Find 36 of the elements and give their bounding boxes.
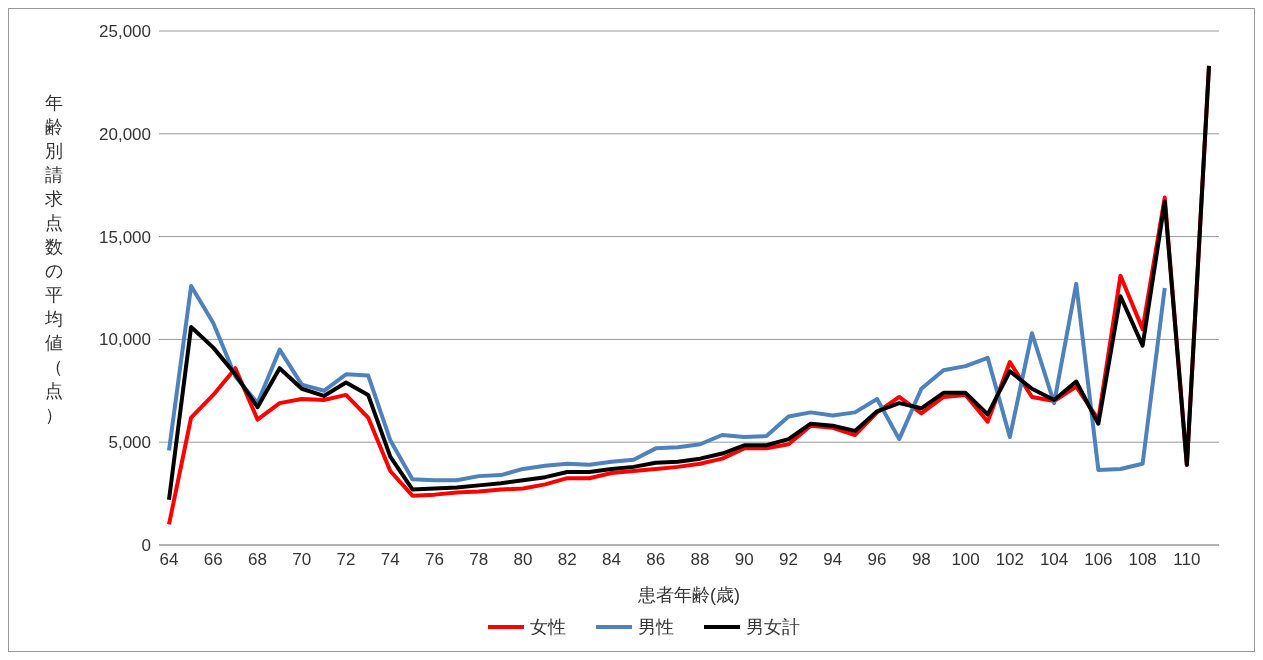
y-tick-label: 20,000 — [99, 124, 151, 144]
x-tick-label: 68 — [248, 550, 267, 570]
x-tick-label: 78 — [469, 550, 489, 570]
text: 年齢別請求点数の平均値（点） — [45, 93, 63, 425]
x-tick-label: 94 — [823, 550, 843, 570]
x-tick-label: 92 — [779, 550, 799, 570]
x-tick-label: 90 — [734, 550, 754, 570]
x-axis-title: 患者年齢(歳) — [637, 585, 740, 605]
x-tick-label: 66 — [203, 550, 223, 570]
x-tick-label: 64 — [159, 550, 179, 570]
x-tick-label: 74 — [380, 550, 400, 570]
x-tick-label: 106 — [1084, 550, 1113, 570]
x-tick-label: 104 — [1039, 550, 1069, 570]
x-tick-label: 76 — [425, 550, 444, 570]
x-tick-label: 86 — [646, 550, 666, 570]
x-tick-label: 80 — [513, 550, 533, 570]
legend-label: 男女計 — [746, 616, 800, 639]
x-tick-label: 100 — [951, 550, 980, 570]
x-tick-label: 88 — [690, 550, 710, 570]
line-series — [167, 281, 1167, 483]
y-tick-label: 25,000 — [99, 22, 151, 42]
y-tick-label: 10,000 — [99, 330, 151, 350]
legend-label: 男性 — [638, 616, 674, 639]
y-tick-label: 0 — [141, 536, 151, 556]
x-tick-label: 110 — [1173, 550, 1201, 570]
x-tick-label: 108 — [1128, 550, 1157, 570]
legend-label: 女性 — [530, 616, 566, 639]
x-tick-label: 102 — [995, 550, 1025, 570]
x-tick-label: 70 — [292, 550, 312, 570]
y-tick-label: 15,000 — [99, 227, 151, 247]
x-tick-label: 72 — [336, 550, 356, 570]
x-tick-label: 96 — [867, 550, 887, 570]
x-tick-label: 84 — [602, 550, 622, 570]
x-tick-label: 82 — [557, 550, 577, 570]
x-tick-label: 98 — [911, 550, 931, 570]
y-tick-label: 5,000 — [108, 433, 151, 453]
